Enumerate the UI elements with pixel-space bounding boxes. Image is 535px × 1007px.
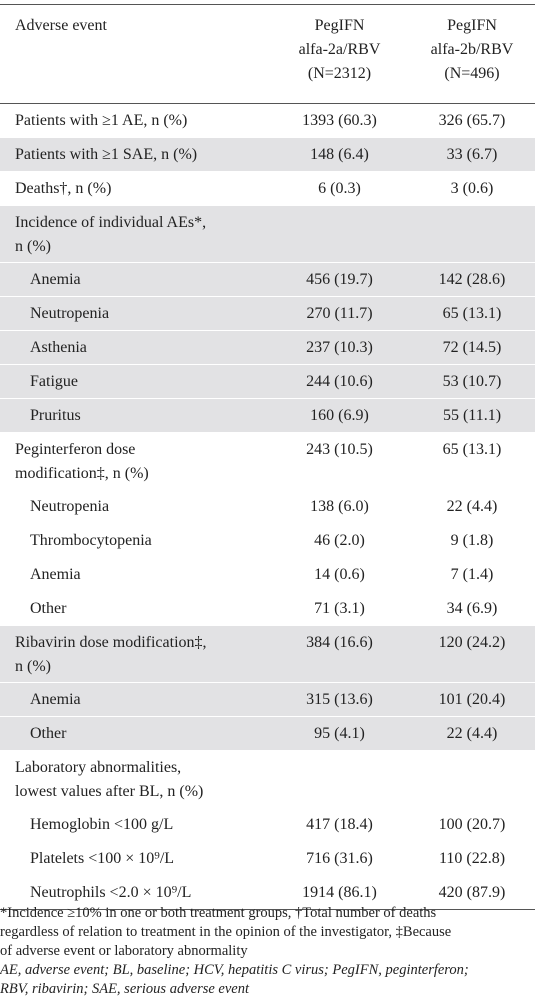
- header-pegifn-2a: PegIFN alfa-2a/RBV (N=2312): [270, 5, 409, 104]
- table-row: Hemoglobin <100 g/L 417 (18.4) 100 (20.7…: [0, 806, 535, 841]
- table-row: Thrombocytopenia 46 (2.0) 9 (1.8): [0, 522, 535, 557]
- row-value-2a: 1393 (60.3): [270, 102, 409, 137]
- table-row: Patients with ≥1 SAE, n (%) 148 (6.4) 33…: [0, 136, 535, 171]
- row-value-2a: 160 (6.9): [270, 397, 409, 432]
- row-label: Neutropenia: [0, 488, 270, 523]
- table-footnotes: *Incidence ≥10% in one or both treatment…: [0, 904, 535, 999]
- table-section-row: Laboratory abnormalities, lowest values …: [0, 749, 535, 807]
- adverse-events-table: Adverse event PegIFN alfa-2a/RBV (N=2312…: [0, 5, 535, 910]
- row-value-2a: 244 (10.6): [270, 363, 409, 398]
- table-row: Anemia 315 (13.6) 101 (20.4): [0, 681, 535, 716]
- row-value-2a: 417 (18.4): [270, 806, 409, 841]
- row-value-2b: 22 (4.4): [409, 488, 535, 523]
- row-value-2b: 34 (6.9): [409, 590, 535, 625]
- row-value-2a: 138 (6.0): [270, 488, 409, 523]
- row-label: Patients with ≥1 SAE, n (%): [0, 136, 270, 171]
- table-section-row: Incidence of individual AEs*, n (%): [0, 204, 535, 262]
- row-value-2a: 384 (16.6): [270, 624, 409, 682]
- row-label: Hemoglobin <100 g/L: [0, 806, 270, 841]
- header-adverse-event: Adverse event: [0, 5, 270, 104]
- row-value-2a: 71 (3.1): [270, 590, 409, 625]
- row-value-2a: 6 (0.3): [270, 170, 409, 205]
- table-row: Platelets <100 × 10⁹/L 716 (31.6) 110 (2…: [0, 840, 535, 875]
- row-value-2b: 65 (13.1): [409, 295, 535, 330]
- row-value-2a: 315 (13.6): [270, 681, 409, 716]
- footnote-line: of adverse event or laboratory abnormali…: [0, 943, 248, 959]
- row-value-2b: 72 (14.5): [409, 329, 535, 364]
- row-value-2b: 65 (13.1): [409, 431, 535, 489]
- table-section-row: Ribavirin dose modification‡, n (%) 384 …: [0, 624, 535, 682]
- row-label: Platelets <100 × 10⁹/L: [0, 840, 270, 875]
- table-row: Neutropenia 270 (11.7) 65 (13.1): [0, 295, 535, 330]
- row-value-2b: 55 (11.1): [409, 397, 535, 432]
- row-value-2b: 9 (1.8): [409, 522, 535, 557]
- table-row: Anemia 456 (19.7) 142 (28.6): [0, 261, 535, 296]
- table-top-rule: [0, 4, 535, 5]
- table-header-row: Adverse event PegIFN alfa-2a/RBV (N=2312…: [0, 5, 535, 104]
- section-label: Incidence of individual AEs*, n (%): [0, 204, 270, 262]
- row-value-2a: 243 (10.5): [270, 431, 409, 489]
- section-label: Laboratory abnormalities, lowest values …: [0, 749, 270, 807]
- row-label: Neutrophils <2.0 × 10⁹/L: [0, 874, 270, 910]
- table-row: Other 71 (3.1) 34 (6.9): [0, 590, 535, 625]
- row-value-2b: 7 (1.4): [409, 556, 535, 591]
- row-label: Asthenia: [0, 329, 270, 364]
- row-label: Neutropenia: [0, 295, 270, 330]
- row-value-2a: 14 (0.6): [270, 556, 409, 591]
- table-row: Neutropenia 138 (6.0) 22 (4.4): [0, 488, 535, 523]
- footnote-line: *Incidence ≥10% in one or both treatment…: [0, 905, 437, 921]
- abbreviations-line: AE, adverse event; BL, baseline; HCV, he…: [0, 962, 469, 978]
- row-value-2b: 142 (28.6): [409, 261, 535, 296]
- header-pegifn-2a-line2: alfa-2a/RBV: [298, 41, 381, 58]
- row-label: Pruritus: [0, 397, 270, 432]
- table-row: Neutrophils <2.0 × 10⁹/L 1914 (86.1) 420…: [0, 874, 535, 910]
- table-row: Pruritus 160 (6.9) 55 (11.1): [0, 397, 535, 432]
- row-value-2b: 101 (20.4): [409, 681, 535, 716]
- row-label: Thrombocytopenia: [0, 522, 270, 557]
- row-label: Fatigue: [0, 363, 270, 398]
- header-pegifn-2b-n: (N=496): [444, 65, 500, 82]
- table-row: Deaths†, n (%) 6 (0.3) 3 (0.6): [0, 170, 535, 205]
- section-label: Ribavirin dose modification‡, n (%): [0, 624, 270, 682]
- row-value-2a: 46 (2.0): [270, 522, 409, 557]
- row-label: Anemia: [0, 556, 270, 591]
- row-value-2a: 237 (10.3): [270, 329, 409, 364]
- header-pegifn-2a-line1: PegIFN: [314, 17, 365, 34]
- header-pegifn-2b-line2: alfa-2b/RBV: [430, 41, 514, 58]
- row-value-2b: 110 (22.8): [409, 840, 535, 875]
- row-value-2a: 456 (19.7): [270, 261, 409, 296]
- row-value-2b: 3 (0.6): [409, 170, 535, 205]
- header-pegifn-2a-n: (N=2312): [307, 65, 372, 82]
- table-row: Fatigue 244 (10.6) 53 (10.7): [0, 363, 535, 398]
- row-value-2b: 326 (65.7): [409, 102, 535, 137]
- row-value-2b: 22 (4.4): [409, 715, 535, 750]
- row-value-2b: 120 (24.2): [409, 624, 535, 682]
- section-label: Peginterferon dose modification‡, n (%): [0, 431, 270, 489]
- row-value-2a: 148 (6.4): [270, 136, 409, 171]
- row-value-2a: 716 (31.6): [270, 840, 409, 875]
- row-label: Other: [0, 590, 270, 625]
- row-value-2a: 1914 (86.1): [270, 874, 409, 910]
- row-value-2b: 100 (20.7): [409, 806, 535, 841]
- abbreviations-line: RBV, ribavirin; SAE, serious adverse eve…: [0, 981, 249, 997]
- row-value-2b: 33 (6.7): [409, 136, 535, 171]
- row-label: Other: [0, 715, 270, 750]
- table-row: Anemia 14 (0.6) 7 (1.4): [0, 556, 535, 591]
- footnote-line: regardless of relation to treatment in t…: [0, 924, 452, 940]
- header-pegifn-2b: PegIFN alfa-2b/RBV (N=496): [409, 5, 535, 104]
- row-label: Anemia: [0, 261, 270, 296]
- table-row: Asthenia 237 (10.3) 72 (14.5): [0, 329, 535, 364]
- row-label: Anemia: [0, 681, 270, 716]
- table-row: Patients with ≥1 AE, n (%) 1393 (60.3) 3…: [0, 102, 535, 137]
- table-row: Other 95 (4.1) 22 (4.4): [0, 715, 535, 750]
- row-value-2b: 420 (87.9): [409, 874, 535, 910]
- row-value-2a: 270 (11.7): [270, 295, 409, 330]
- row-label: Patients with ≥1 AE, n (%): [0, 102, 270, 137]
- table-section-row: Peginterferon dose modification‡, n (%) …: [0, 431, 535, 489]
- row-value-2a: 95 (4.1): [270, 715, 409, 750]
- header-pegifn-2b-line1: PegIFN: [447, 17, 497, 34]
- row-label: Deaths†, n (%): [0, 170, 270, 205]
- row-value-2b: 53 (10.7): [409, 363, 535, 398]
